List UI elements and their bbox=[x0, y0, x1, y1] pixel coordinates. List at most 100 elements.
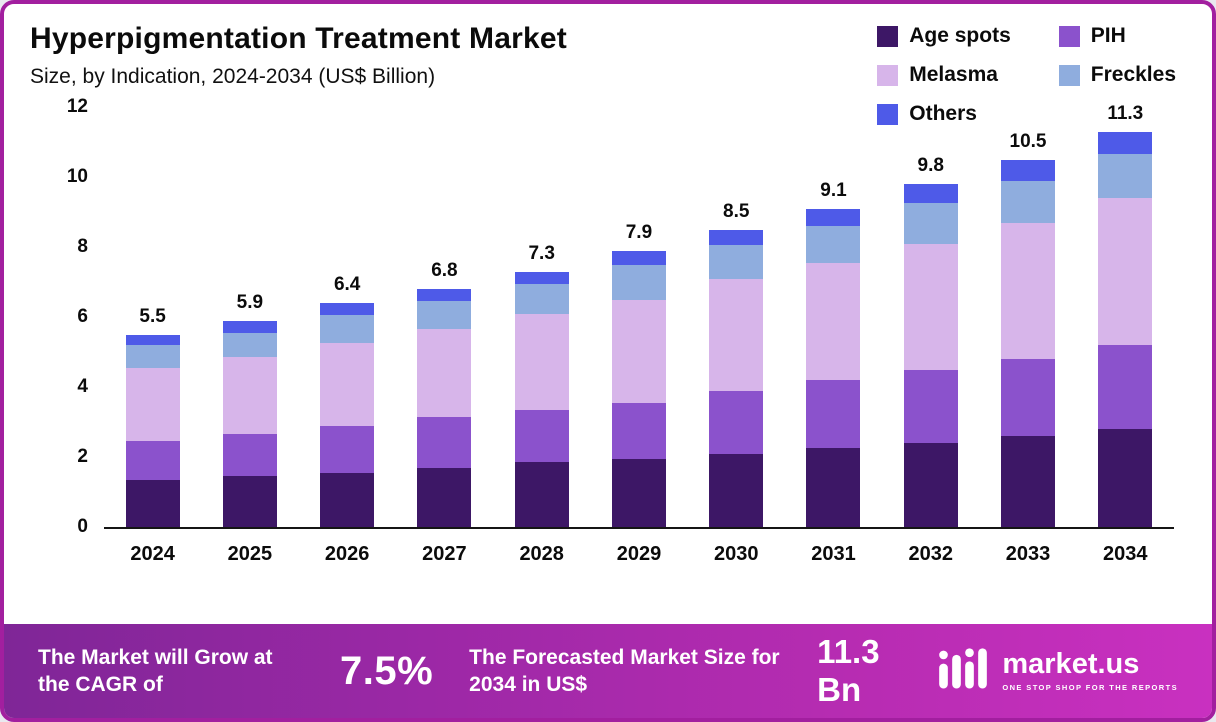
segment-melasma-2029 bbox=[611, 299, 666, 403]
page-subtitle: Size, by Indication, 2024-2034 (US$ Bill… bbox=[30, 65, 436, 88]
legend-item-pih: PIH bbox=[1058, 24, 1176, 48]
forecast-value: 11.3 Bn bbox=[817, 633, 880, 708]
bar-stack-2025 bbox=[222, 320, 277, 527]
legend-item-freckles: Freckles bbox=[1058, 63, 1176, 87]
segment-others-2029 bbox=[611, 250, 666, 265]
bar-stack-2028 bbox=[514, 271, 569, 527]
legend-label-age-spots: Age spots bbox=[909, 24, 1011, 47]
segment-others-2034 bbox=[1098, 131, 1153, 155]
segment-age-spots-2032 bbox=[903, 443, 958, 527]
x-label-2033: 2033 bbox=[1005, 543, 1051, 565]
bar-stack-2026 bbox=[320, 303, 375, 527]
brand-name: market.us bbox=[1002, 648, 1140, 680]
x-label-2032: 2032 bbox=[908, 543, 954, 565]
bar-total-2034: 11.3 bbox=[1107, 102, 1144, 124]
bar-total-2027: 6.8 bbox=[431, 260, 458, 281]
marketus-logo-icon bbox=[937, 647, 989, 696]
segment-others-2031 bbox=[806, 208, 861, 226]
x-label-2026: 2026 bbox=[324, 543, 370, 565]
footer-banner: The Market will Grow at the CAGR of 7.5%… bbox=[4, 624, 1212, 718]
segment-age-spots-2030 bbox=[709, 453, 764, 527]
segment-pih-2026 bbox=[320, 425, 375, 473]
segment-others-2027 bbox=[417, 289, 472, 302]
y-tick-8: 8 bbox=[77, 236, 88, 257]
brand-tagline: ONE STOP SHOP FOR THE REPORTS bbox=[1002, 683, 1178, 692]
y-tick-6: 6 bbox=[77, 306, 88, 327]
segment-others-2028 bbox=[514, 271, 569, 284]
segment-melasma-2030 bbox=[709, 278, 764, 391]
segment-freckles-2033 bbox=[1001, 180, 1056, 223]
segment-age-spots-2028 bbox=[514, 462, 569, 527]
bar-total-2026: 6.4 bbox=[333, 274, 361, 295]
bar-column-2029: 7.9 bbox=[597, 109, 681, 527]
bar-column-2032: 9.8 bbox=[889, 109, 973, 527]
bar-stack-2032 bbox=[903, 184, 958, 527]
legend: Age spots PIH Melasma Freckles Others bbox=[877, 24, 1176, 126]
bar-total-2025: 5.9 bbox=[236, 291, 264, 313]
segment-melasma-2031 bbox=[806, 262, 861, 380]
bar-stack-2024 bbox=[125, 334, 180, 527]
legend-swatch-others bbox=[877, 103, 899, 125]
bar-column-2033: 10.5 bbox=[986, 109, 1070, 527]
segment-others-2024 bbox=[125, 334, 180, 345]
bar-column-2028: 7.3 bbox=[500, 109, 584, 527]
bar-column-2027: 6.8 bbox=[402, 109, 486, 527]
segment-pih-2027 bbox=[417, 416, 472, 468]
y-tick-12: 12 bbox=[66, 96, 88, 117]
chart-section: Hyperpigmentation Treatment Market Size,… bbox=[4, 4, 1212, 624]
bar-total-2029: 7.9 bbox=[625, 221, 653, 243]
legend-label-pih: PIH bbox=[1090, 24, 1126, 47]
segment-freckles-2030 bbox=[709, 245, 764, 279]
x-label-2028: 2028 bbox=[519, 543, 564, 565]
segment-freckles-2034 bbox=[1098, 154, 1153, 198]
segment-melasma-2034 bbox=[1098, 198, 1153, 345]
x-label-2029: 2029 bbox=[616, 543, 662, 565]
segment-others-2033 bbox=[1001, 159, 1056, 181]
segment-freckles-2031 bbox=[806, 226, 861, 263]
brand: market.us ONE STOP SHOP FOR THE REPORTS bbox=[937, 647, 1178, 696]
bar-stack-2030 bbox=[709, 229, 764, 527]
bar-column-2030: 8.5 bbox=[694, 109, 778, 527]
legend-swatch-age-spots bbox=[877, 25, 899, 47]
segment-age-spots-2033 bbox=[1001, 436, 1056, 527]
y-tick-4: 4 bbox=[77, 376, 88, 397]
x-label-2025: 2025 bbox=[227, 543, 273, 565]
y-tick-10: 10 bbox=[66, 166, 88, 187]
brand-text: market.us ONE STOP SHOP FOR THE REPORTS bbox=[1002, 648, 1178, 693]
segment-others-2025 bbox=[222, 320, 277, 333]
segment-age-spots-2025 bbox=[222, 476, 277, 527]
segment-pih-2031 bbox=[806, 380, 861, 449]
segment-freckles-2024 bbox=[125, 345, 180, 368]
segment-pih-2024 bbox=[125, 441, 180, 480]
segment-melasma-2033 bbox=[1001, 222, 1056, 359]
cagr-value: 7.5% bbox=[340, 648, 434, 693]
segment-freckles-2025 bbox=[222, 332, 277, 358]
legend-item-others: Others bbox=[877, 102, 1011, 126]
bar-stack-2033 bbox=[1001, 159, 1056, 527]
legend-swatch-melasma bbox=[877, 64, 899, 86]
stacked-bar-chart: 0 2 4 6 8 10 12 5.5 5.9 6.4 6.8 7.3 7.9 8.5 9.1 9.8 10.5… bbox=[30, 96, 1186, 566]
segment-melasma-2024 bbox=[125, 367, 180, 442]
segment-freckles-2026 bbox=[320, 315, 375, 344]
segment-melasma-2025 bbox=[222, 357, 277, 435]
legend-swatch-pih bbox=[1058, 25, 1080, 47]
x-label-2027: 2027 bbox=[422, 543, 467, 565]
segment-age-spots-2027 bbox=[417, 467, 472, 527]
legend-label-others: Others bbox=[909, 102, 977, 125]
bar-total-2031: 9.1 bbox=[820, 179, 847, 201]
segment-age-spots-2026 bbox=[320, 472, 375, 527]
segment-pih-2033 bbox=[1001, 359, 1056, 436]
legend-label-melasma: Melasma bbox=[909, 63, 998, 86]
bar-stack-2034 bbox=[1098, 131, 1153, 527]
x-label-2024: 2024 bbox=[130, 543, 175, 565]
y-tick-2: 2 bbox=[77, 446, 88, 467]
segment-pih-2030 bbox=[709, 390, 764, 454]
page-title: Hyperpigmentation Treatment Market bbox=[30, 22, 567, 55]
y-tick-0: 0 bbox=[77, 516, 88, 537]
x-label-2030: 2030 bbox=[713, 543, 759, 565]
legend-swatch-freckles bbox=[1058, 64, 1080, 86]
bar-stack-2031 bbox=[806, 208, 861, 527]
segment-age-spots-2024 bbox=[125, 479, 180, 527]
bar-stack-2029 bbox=[611, 250, 666, 527]
